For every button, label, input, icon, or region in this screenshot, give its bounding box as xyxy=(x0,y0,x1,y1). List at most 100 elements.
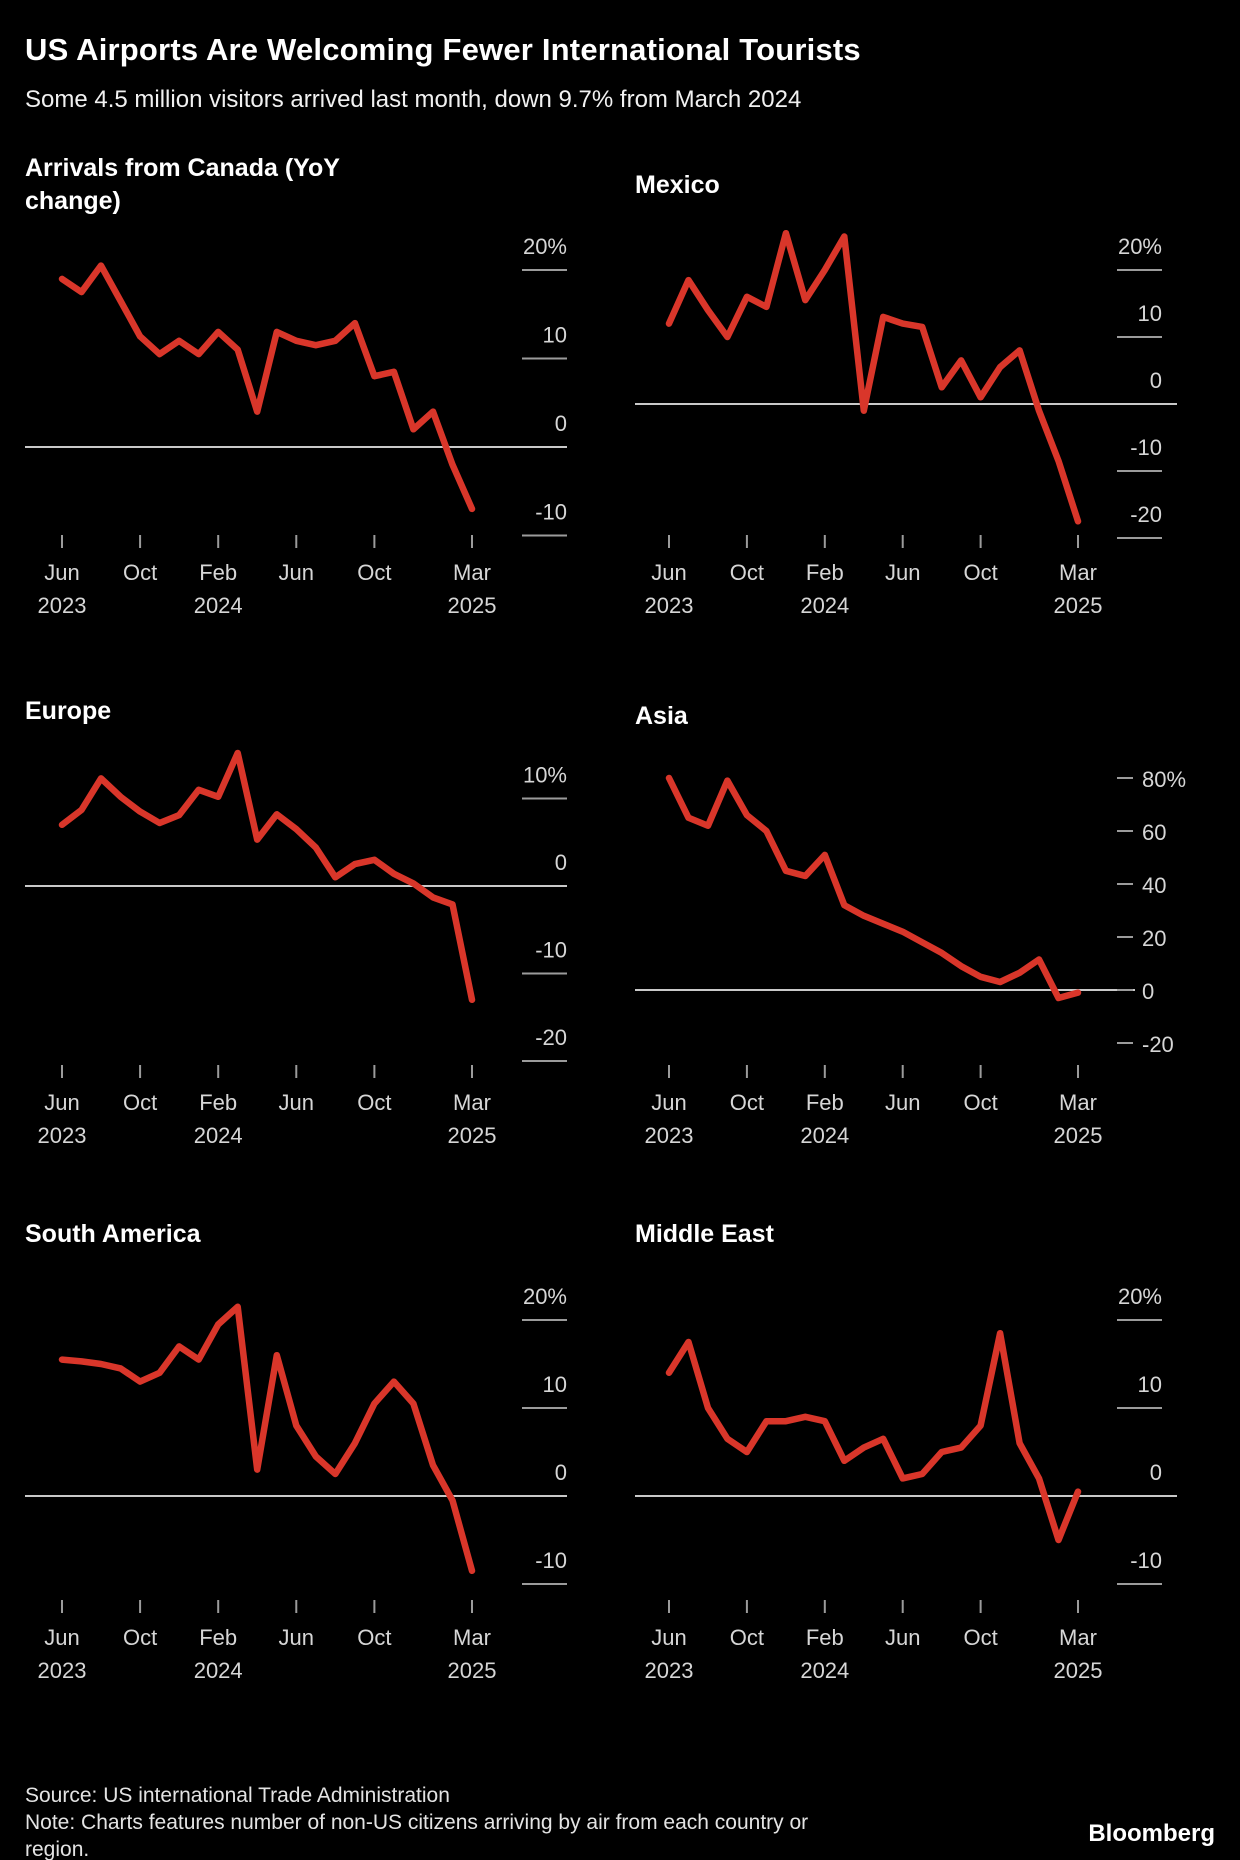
x-tick-month-label: Mar xyxy=(1059,1090,1097,1115)
y-tick-label-canada: 10 xyxy=(543,323,567,348)
y-tick-label-mexico: 10 xyxy=(1138,301,1162,326)
x-tick-year-label: 2023 xyxy=(645,1658,694,1683)
panel-title-europe: Europe xyxy=(25,697,112,725)
data-line-mexico xyxy=(665,229,1082,525)
x-tick-month-label: Jun xyxy=(44,1090,79,1115)
y-tick-label-asia: 0 xyxy=(1142,979,1154,1004)
panel-title-canada-line1: Arrivals from Canada (YoY xyxy=(25,154,340,182)
panel-title-mexico: Mexico xyxy=(635,171,720,199)
y-tick-label-asia: 60 xyxy=(1142,820,1166,845)
x-tick-month-label: Feb xyxy=(806,1090,844,1115)
x-tick-year-label: 2025 xyxy=(448,1123,497,1148)
x-tick-month-label: Jun xyxy=(885,560,920,585)
page-title: US Airports Are Welcoming Fewer Internat… xyxy=(25,32,861,67)
x-tick-year-label: 2023 xyxy=(645,593,694,618)
x-tick-month-label: Oct xyxy=(357,560,391,585)
x-tick-month-label: Jun xyxy=(44,1625,79,1650)
y-tick-label-middle-east: 20% xyxy=(1118,1284,1162,1309)
y-tick-label-middle-east: 0 xyxy=(1150,1460,1162,1485)
x-tick-month-label: Oct xyxy=(964,560,998,585)
x-tick-year-label: 2024 xyxy=(800,1658,849,1683)
data-line-asia xyxy=(665,774,1082,1002)
y-tick-label-europe: -20 xyxy=(535,1025,567,1050)
x-tick-month-label: Oct xyxy=(357,1625,391,1650)
y-tick-label-asia: -20 xyxy=(1142,1032,1174,1057)
y-tick-label-europe: 0 xyxy=(555,850,567,875)
y-tick-label-asia: 20 xyxy=(1142,926,1166,951)
x-tick-month-label: Mar xyxy=(1059,560,1097,585)
x-tick-year-label: 2024 xyxy=(194,593,243,618)
y-tick-label-asia: 40 xyxy=(1142,873,1166,898)
y-tick-label-mexico: 0 xyxy=(1150,368,1162,393)
y-tick-label-canada: -10 xyxy=(535,500,567,525)
y-tick-label-canada: 20% xyxy=(523,234,567,259)
x-tick-month-label: Jun xyxy=(279,560,314,585)
y-tick-label-europe: -10 xyxy=(535,938,567,963)
panel-title-canada: Arrivals from Canada (YoY change) xyxy=(25,152,340,218)
x-tick-month-label: Jun xyxy=(885,1090,920,1115)
x-tick-month-label: Oct xyxy=(730,1090,764,1115)
panel-title-canada-line2: change) xyxy=(25,187,121,215)
chart-panel-south-america: 20% 10 0 -10 Jun 2023 Oct Feb 2024 Jun Oct Mar 2025 xyxy=(25,1284,567,1683)
y-tick-label-middle-east: -10 xyxy=(1130,1548,1162,1573)
chart-panel-mexico: 20% 10 0 -10 -20 Jun 2023 Oct Feb 2024 Jun Oct Mar 20… xyxy=(635,229,1177,618)
y-tick-label-mexico: 20% xyxy=(1118,234,1162,259)
methodology-note: Note: Charts features number of non-US c… xyxy=(25,1811,809,1860)
y-tick-label-canada: 0 xyxy=(555,411,567,436)
x-tick-month-label: Jun xyxy=(885,1625,920,1650)
y-tick-label-south-america: 0 xyxy=(555,1460,567,1485)
x-tick-year-label: 2025 xyxy=(1054,1658,1103,1683)
x-tick-month-label: Jun xyxy=(651,1625,686,1650)
x-tick-year-label: 2024 xyxy=(800,1123,849,1148)
x-tick-year-label: 2024 xyxy=(194,1123,243,1148)
x-tick-month-label: Mar xyxy=(453,560,491,585)
x-tick-month-label: Oct xyxy=(964,1625,998,1650)
x-tick-month-label: Oct xyxy=(123,1625,157,1650)
x-tick-month-label: Feb xyxy=(199,560,237,585)
x-tick-month-label: Oct xyxy=(123,560,157,585)
y-tick-label-mexico: -10 xyxy=(1130,435,1162,460)
data-line-middle-east xyxy=(665,1329,1082,1544)
x-tick-month-label: Feb xyxy=(806,1625,844,1650)
x-tick-year-label: 2024 xyxy=(800,593,849,618)
x-tick-month-label: Oct xyxy=(964,1090,998,1115)
x-tick-year-label: 2023 xyxy=(38,1658,87,1683)
panel-title-asia: Asia xyxy=(635,702,688,730)
x-tick-month-label: Jun xyxy=(44,560,79,585)
x-tick-month-label: Oct xyxy=(357,1090,391,1115)
x-tick-year-label: 2023 xyxy=(38,593,87,618)
chart-panel-europe: 10% 0 -10 -20 Jun 2023 Oct Feb 2024 Jun Oct Mar 2025 xyxy=(25,749,567,1148)
y-tick-label-middle-east: 10 xyxy=(1138,1372,1162,1397)
x-tick-month-label: Oct xyxy=(730,560,764,585)
x-tick-month-label: Jun xyxy=(651,560,686,585)
x-tick-year-label: 2025 xyxy=(448,1658,497,1683)
chart-panel-asia: 80% 60 40 20 0 -20 Jun 2023 Oct Feb 2024 Jun Oct Mar 2… xyxy=(635,767,1186,1148)
data-line-europe xyxy=(58,749,476,1004)
data-line-south-america xyxy=(58,1303,476,1575)
y-tick-label-south-america: 20% xyxy=(523,1284,567,1309)
y-tick-label-south-america: -10 xyxy=(535,1548,567,1573)
x-tick-month-label: Oct xyxy=(730,1625,764,1650)
x-tick-month-label: Jun xyxy=(651,1090,686,1115)
source-note: Source: US international Trade Administr… xyxy=(25,1784,450,1807)
x-tick-month-label: Feb xyxy=(806,560,844,585)
x-tick-year-label: 2025 xyxy=(1054,593,1103,618)
panel-title-middle-east: Middle East xyxy=(635,1220,774,1248)
x-tick-month-label: Jun xyxy=(279,1090,314,1115)
x-tick-month-label: Mar xyxy=(1059,1625,1097,1650)
x-tick-year-label: 2023 xyxy=(38,1123,87,1148)
x-tick-month-label: Mar xyxy=(453,1090,491,1115)
y-tick-label-asia: 80% xyxy=(1142,767,1186,792)
x-tick-year-label: 2025 xyxy=(448,593,497,618)
y-tick-label-south-america: 10 xyxy=(543,1372,567,1397)
x-tick-year-label: 2024 xyxy=(194,1658,243,1683)
page-subtitle: Some 4.5 million visitors arrived last m… xyxy=(25,86,802,113)
x-tick-month-label: Oct xyxy=(123,1090,157,1115)
x-tick-month-label: Feb xyxy=(199,1625,237,1650)
data-line-canada xyxy=(58,262,476,513)
y-tick-label-europe: 10% xyxy=(523,763,567,788)
x-tick-month-label: Jun xyxy=(279,1625,314,1650)
x-tick-year-label: 2025 xyxy=(1054,1123,1103,1148)
x-tick-year-label: 2023 xyxy=(645,1123,694,1148)
